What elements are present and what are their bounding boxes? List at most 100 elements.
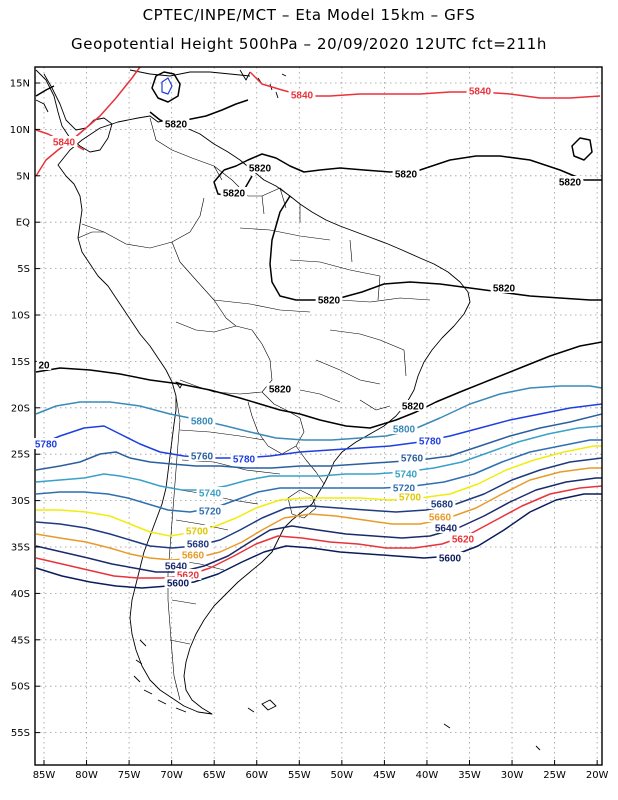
contour-label: 5840 [469,87,492,98]
map-frame [34,66,603,766]
contour-label-bg [490,282,518,293]
contour-label: 5740 [395,470,418,481]
contour-label: 5680 [187,540,210,551]
contour-5820-south [35,341,602,429]
lat-label: 50S [11,682,30,693]
contour-label: 5820 [223,189,246,200]
contour-label: 20 [38,361,50,372]
border-bolivia [175,321,273,395]
lat-label: 20S [11,403,30,414]
coastline [35,69,541,751]
lake-titicaca [175,381,183,389]
contour-5740 [35,425,602,491]
border-venezuela-brazil [213,165,293,199]
contour-5680 [35,457,602,549]
lat-label: 10S [11,311,30,322]
contour-label: 5720 [393,484,416,495]
contour-label-bg [426,511,454,522]
lon-label: 50W [331,770,354,781]
contour-label-bg [288,89,316,100]
contour-label: 5620 [177,571,200,582]
contour-label-bg [184,538,212,549]
contour-label: 5680 [431,500,454,511]
contour-label-bg [32,438,60,449]
contour-label-bg [436,552,464,563]
contour-label-bg [179,549,207,560]
contour-label-bg [174,569,202,580]
contour-label-bg [188,450,216,461]
contour-label-bg [188,415,216,426]
contour-label: 5700 [186,527,209,538]
chart-title: CPTEC/INPE/MCT – Eta Model 15km – GFS [142,6,476,24]
contour-5820-closed-north [151,71,181,103]
contour-label: 5840 [53,138,76,149]
latitude-labels: 15N 10N 5N EQ 5S 10S 15S 20S 25S 30S 35S 40S 45S 50S 5… [10,79,40,739]
contour-5820-inner [213,169,602,301]
contour-labels: 5840 5840 5840 5820 5820 5820 5820 5820 5820 5820… [32,85,584,590]
contour-5820-small-loop [571,137,593,161]
contour-label-bg [50,136,78,147]
contour-label-bg [162,118,190,129]
lon-label: 85W [33,770,56,781]
lat-label: 55S [11,728,30,739]
lat-label: 35S [11,543,30,554]
contour-label: 5800 [191,417,214,428]
lon-label: 30W [501,770,524,781]
contour-5840-north-east [249,71,601,99]
contour-label: 5660 [429,513,452,524]
chart-subtitle: Geopotential Height 500hPa – 20/09/2020 … [71,35,547,53]
contour-label: 5820 [269,385,292,396]
border-colombia-peru [81,197,205,249]
contour-5700 [36,445,602,537]
falkland-islands [247,699,277,713]
contour-5780 [35,403,602,459]
contour-label-bg [399,400,427,411]
contour-label-bg [36,359,52,370]
contour-5660 [35,467,602,561]
caribbean-coast [35,69,251,113]
lon-label: 65W [203,770,226,781]
contour-label: 5640 [165,562,188,573]
lon-label: 55W [288,770,311,781]
contour-lines [35,67,602,589]
contour-label: 5600 [167,579,190,590]
central-america-coastline [35,69,113,153]
chile-fjords [133,639,187,713]
contour-label: 5820 [395,170,418,181]
contour-5720 [35,439,602,513]
lat-label: 15N [10,79,30,90]
contour-5840-north [35,67,141,177]
contour-5760 [35,413,602,471]
lon-label: 75W [118,770,141,781]
contour-label: 5820 [493,284,516,295]
country-borders [77,117,431,701]
contour-label-bg [220,187,248,198]
lon-label: 70W [160,770,183,781]
contour-label: 5640 [435,524,458,535]
lon-label: 20W [586,770,609,781]
contour-label: 5780 [35,440,58,451]
contour-label-bg [432,522,460,533]
contour-label: 5740 [199,489,222,500]
contour-label-bg [466,85,494,96]
contour-label: 5780 [419,437,442,448]
contour-5620 [35,485,602,579]
contour-label-bg [266,383,294,394]
contour-label-bg [315,294,343,305]
contour-label-bg [392,468,420,479]
contour-label-bg [449,533,477,544]
contour-label-bg [428,498,456,509]
contour-label-bg [196,505,224,516]
contour-label-bg [196,487,224,498]
grid-lines [35,67,602,765]
lat-label: 45S [11,635,30,646]
contour-5840-closed-north [161,77,173,95]
contour-label-bg [390,482,418,493]
lon-label: 40W [416,770,439,781]
lat-label: 15S [11,357,30,368]
lat-label: 25S [11,450,30,461]
contour-label-bg [246,162,274,173]
contour-label: 5820 [402,402,425,413]
contour-label-bg [162,560,190,571]
